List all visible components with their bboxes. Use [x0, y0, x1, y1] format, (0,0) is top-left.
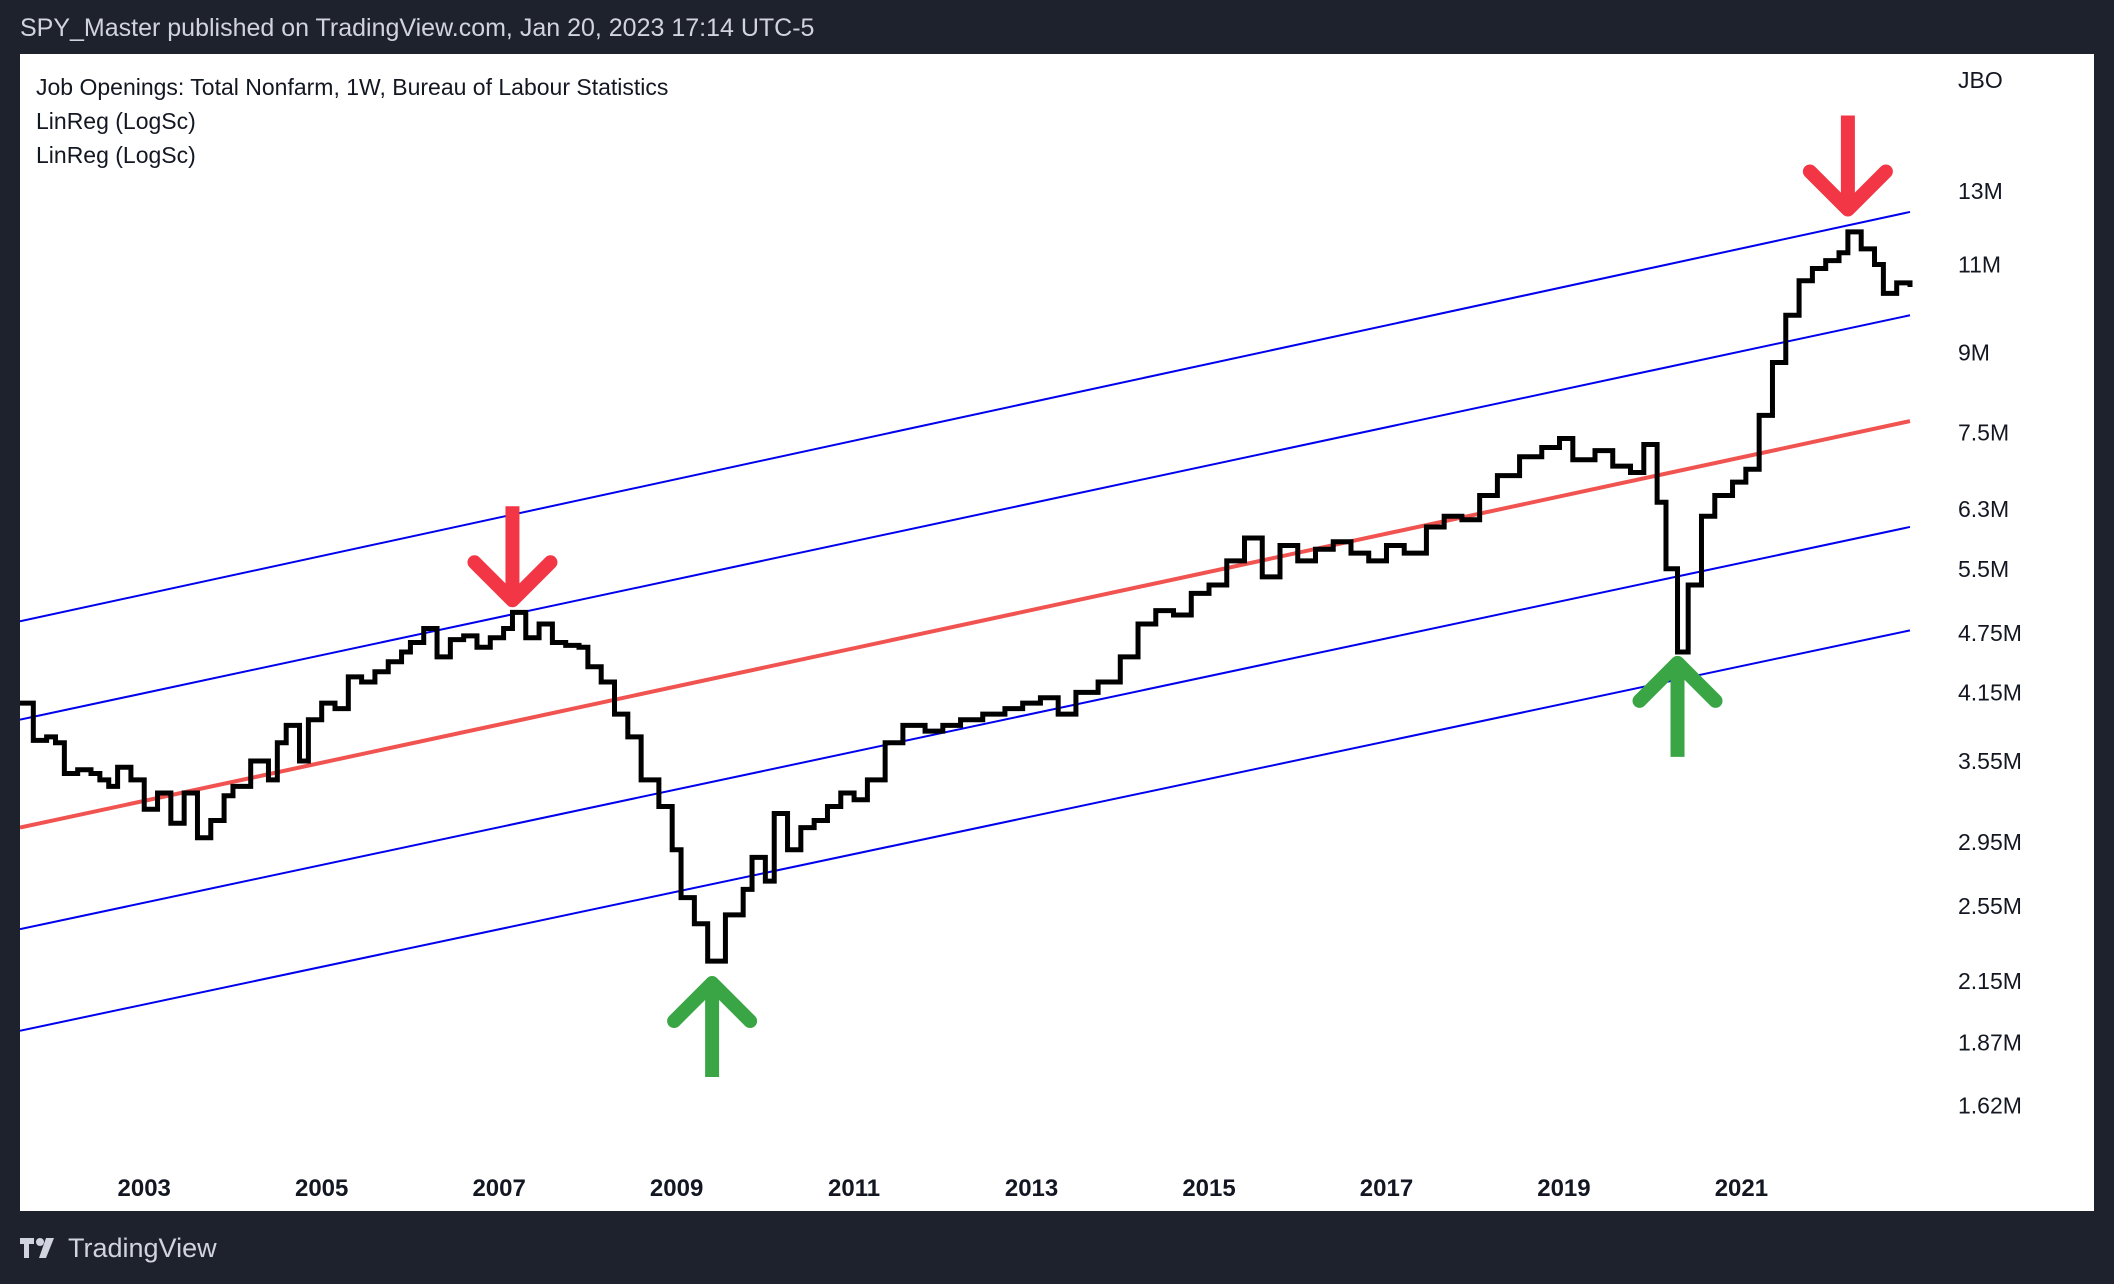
brand[interactable]: TradingView — [20, 1233, 217, 1263]
x-tick-label: 2011 — [828, 1175, 880, 1202]
series-layer — [20, 229, 1913, 964]
y-tick-label: 7.5M — [1958, 420, 2009, 446]
regression-channel — [20, 210, 1911, 1032]
y-tick-label: 3.55M — [1958, 748, 2022, 774]
y-tick-label: 2.15M — [1958, 968, 2022, 994]
y-tick-label: 4.75M — [1958, 620, 2022, 646]
legend-series-title[interactable]: Job Openings: Total Nonfarm, 1W, Bureau … — [36, 74, 669, 100]
regression-band-lower-2 — [20, 629, 1911, 1032]
chart-svg[interactable]: JBO 13M 11M 9M 7.5M 6.3M 5.5M 4.75M 4.15M 3.55M 2.… — [20, 54, 2094, 1211]
x-tick-label: 2017 — [1360, 1175, 1413, 1202]
x-tick-label: 2019 — [1537, 1175, 1590, 1202]
green-arrow-up-icon-1 — [667, 976, 758, 1078]
green-arrow-up-icon-2 — [1632, 655, 1723, 757]
y-tick-label: 2.55M — [1958, 893, 2022, 919]
red-arrow-down-icon-3 — [1802, 115, 1893, 217]
y-tick-label: 9M — [1958, 340, 1990, 366]
chart-panel[interactable]: JBO 13M 11M 9M 7.5M 6.3M 5.5M 4.75M 4.15M 3.55M 2.… — [20, 54, 2094, 1211]
y-tick-label: 13M — [1958, 178, 2003, 204]
y-axis-unit-label: JBO — [1958, 67, 2003, 93]
y-tick-label: 5.5M — [1958, 556, 2009, 582]
legend-indicator-1[interactable]: LinReg (LogSc) — [36, 108, 196, 134]
x-tick-label: 2009 — [650, 1175, 703, 1202]
tradingview-logo-icon — [20, 1238, 54, 1258]
bottom-bar: TradingView — [0, 1211, 2114, 1284]
regression-band-lower-1 — [20, 525, 1911, 931]
published-info: SPY_Master published on TradingView.com,… — [20, 14, 815, 42]
regression-center-line — [20, 419, 1911, 830]
y-tick-label: 1.62M — [1958, 1092, 2022, 1118]
red-arrow-down-icon-0 — [467, 506, 558, 608]
chart-legend: Job Openings: Total Nonfarm, 1W, Bureau … — [36, 70, 668, 172]
y-axis[interactable]: JBO 13M 11M 9M 7.5M 6.3M 5.5M 4.75M 4.15M 3.55M 2.… — [1958, 67, 2022, 1118]
x-tick-label: 2005 — [295, 1175, 348, 1202]
x-tick-label: 2021 — [1715, 1175, 1768, 1202]
brand-label: TradingView — [68, 1232, 217, 1263]
y-tick-label: 2.95M — [1958, 829, 2022, 855]
y-tick-label: 11M — [1958, 252, 2001, 278]
y-tick-label: 6.3M — [1958, 496, 2009, 522]
legend-indicator-2[interactable]: LinReg (LogSc) — [36, 142, 196, 168]
regression-band-upper-2 — [20, 210, 1911, 623]
x-tick-label: 2007 — [472, 1175, 525, 1202]
x-tick-label: 2013 — [1005, 1175, 1058, 1202]
y-tick-label: 1.87M — [1958, 1029, 2022, 1055]
top-bar: SPY_Master published on TradingView.com,… — [0, 0, 2114, 54]
series-line-job-openings[interactable] — [20, 229, 1913, 964]
annotation-layer — [467, 115, 1893, 1078]
x-tick-label: 2003 — [118, 1175, 171, 1202]
y-tick-label: 4.15M — [1958, 679, 2022, 705]
regression-band-upper-1 — [20, 314, 1911, 721]
x-axis[interactable]: 2003 2005 2007 2009 2011 2013 2015 2017 2019 2021 — [118, 1175, 1769, 1202]
x-tick-label: 2015 — [1182, 1175, 1235, 1202]
